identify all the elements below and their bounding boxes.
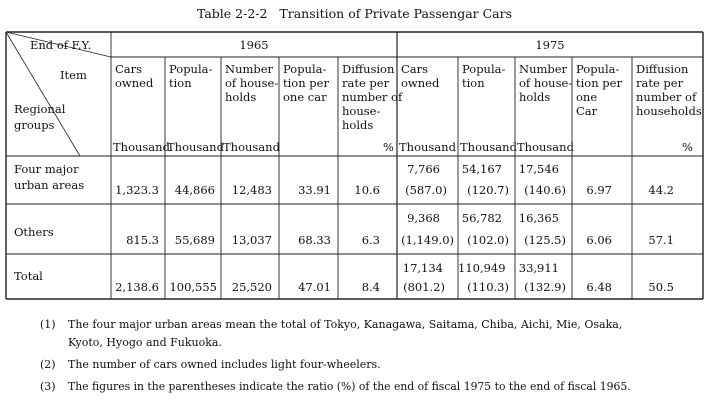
cell: 9,368 (407, 211, 440, 225)
cell: 815.3 (126, 233, 159, 247)
cell: 16,365 (518, 211, 559, 225)
cell: 17,546 (518, 162, 559, 176)
cell: 2,138.6 (115, 280, 159, 294)
header-groups: groups (14, 118, 55, 132)
header-regional: Regional (14, 102, 66, 116)
unit-1965-cars: Thousand (113, 140, 170, 154)
unit-1975-households: Thousand (517, 140, 574, 154)
cell-ratio: (125.5) (524, 233, 566, 247)
header-end-fy: End of F.Y. (30, 38, 92, 52)
unit-1965-diffusion: % (383, 140, 394, 154)
unit-1975-cars: Thousand (399, 140, 456, 154)
cell-ratio: (140.6) (524, 183, 566, 197)
header-item: Item (60, 68, 87, 82)
cell: 33.91 (298, 183, 331, 197)
cell: 7,766 (407, 162, 440, 176)
col-1965-pop: Popula-tion (169, 62, 213, 90)
year-1975: 1975 (535, 38, 565, 52)
cell: 12,483 (231, 183, 272, 197)
cell-ratio: (132.9) (524, 280, 566, 294)
cell-ratio: (110.3) (467, 280, 509, 294)
col-1975-households: Number of house-holds (519, 62, 573, 104)
note-text: The number of cars owned includes light … (68, 358, 381, 371)
cell: 10.6 (354, 183, 380, 197)
table-title: Table 2-2-2 Transition of Private Passen… (196, 6, 513, 21)
cell: 6.3 (361, 233, 380, 247)
cell: 50.5 (648, 280, 674, 294)
cell: 54,167 (461, 162, 502, 176)
cell: 33,911 (518, 261, 559, 275)
cell: 8.4 (361, 280, 380, 294)
cell: 17,134 (402, 261, 443, 275)
row-label: Total (14, 269, 43, 283)
unit-1965-households: Thousand (223, 140, 280, 154)
col-1965-pop-per-car: Popula-tion per one car (283, 62, 329, 104)
cell-ratio: (587.0) (405, 183, 447, 197)
cell: 56,782 (461, 211, 502, 225)
cell: 44.2 (648, 183, 674, 197)
note-text: The four major urban areas mean the tota… (68, 318, 623, 331)
col-1975-cars: Cars owned (401, 62, 440, 90)
unit-1975-diffusion: % (682, 140, 693, 154)
col-1965-cars: Cars owned (115, 62, 154, 90)
note-text-cont: Kyoto, Hyogo and Fukuoka. (68, 336, 222, 349)
unit-1975-pop: Thousand (460, 140, 517, 154)
col-1975-diffusion: Diffusion rate per number of households (636, 62, 702, 118)
note-number: (2) (40, 358, 56, 371)
cell: 1,323.3 (115, 183, 159, 197)
cell: 68.33 (298, 233, 331, 247)
col-1965-diffusion: Diffusion rate per number of house-holds (342, 62, 403, 132)
row-label-cont: urban areas (14, 178, 85, 192)
note-text: The figures in the parentheses indicate … (68, 380, 631, 393)
cell-ratio: (1,149.0) (401, 233, 454, 247)
unit-1965-pop: Thousand (167, 140, 224, 154)
col-1975-pop-per-car: Popula-tion per one Car (576, 62, 622, 118)
cell-ratio: (120.7) (467, 183, 509, 197)
cell: 55,689 (174, 233, 215, 247)
cell: 100,555 (169, 280, 217, 294)
cell: 6.48 (586, 280, 612, 294)
note-number: (3) (40, 380, 56, 393)
cell: 44,866 (174, 183, 215, 197)
cell: 57.1 (648, 233, 674, 247)
year-1965: 1965 (239, 38, 269, 52)
note-number: (1) (40, 318, 56, 331)
cell: 110,949 (458, 261, 506, 275)
cell: 6.97 (586, 183, 612, 197)
cell: 13,037 (231, 233, 272, 247)
cell: 25,520 (231, 280, 272, 294)
cell-ratio: (801.2) (403, 280, 445, 294)
cell-ratio: (102.0) (467, 233, 509, 247)
col-1975-pop: Popula-tion (462, 62, 506, 90)
row-label: Others (14, 225, 54, 239)
row-label: Four major (14, 162, 79, 176)
cell: 47.01 (298, 280, 331, 294)
col-1965-households: Number of house-holds (225, 62, 279, 104)
cell: 6.06 (586, 233, 612, 247)
